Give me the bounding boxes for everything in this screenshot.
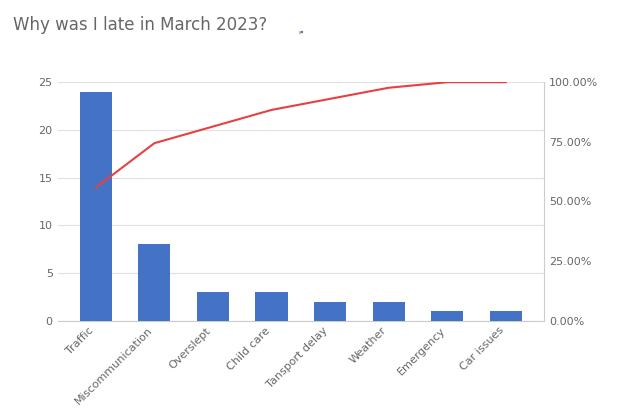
Text: Why was I late in March 2023?: Why was I late in March 2023? <box>13 16 267 35</box>
Bar <box>138 244 170 321</box>
Bar <box>372 302 404 321</box>
Bar <box>314 302 346 321</box>
Bar <box>255 292 287 321</box>
Bar <box>80 92 112 321</box>
Bar <box>431 311 463 321</box>
Legend: , : , <box>299 30 303 32</box>
Bar <box>490 311 522 321</box>
Bar <box>197 292 229 321</box>
